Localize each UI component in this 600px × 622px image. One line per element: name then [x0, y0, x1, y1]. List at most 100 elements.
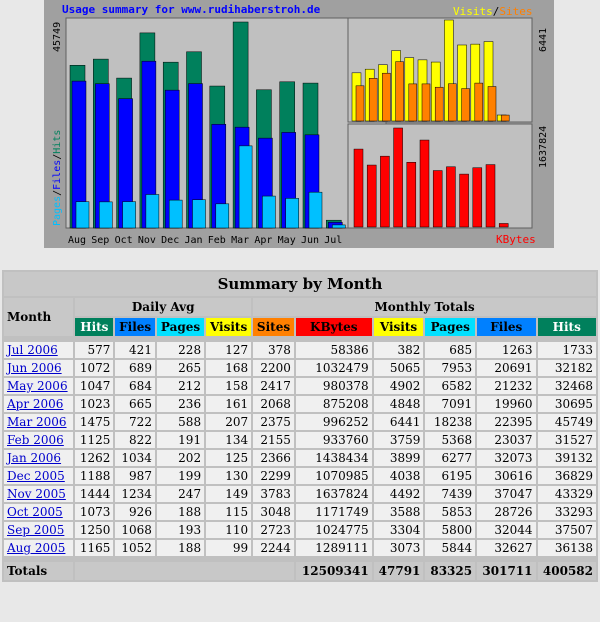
- value-cell: 1263: [477, 342, 536, 358]
- value-cell: 32468: [537, 378, 596, 394]
- bar-sites-feb: [434, 86, 444, 122]
- value-cell: 193: [156, 522, 205, 538]
- bar-kbytes-jun: [485, 164, 496, 228]
- value-cell: 2200: [253, 360, 294, 376]
- bar-pages-jun: [308, 191, 323, 229]
- bar-sites-sep: [368, 78, 378, 122]
- bar-sites-nov: [395, 61, 404, 122]
- value-cell: 212: [156, 378, 205, 394]
- value-cell: 3588: [373, 504, 424, 520]
- month-link[interactable]: May 2006: [7, 379, 68, 393]
- column-header-pages-2: Pages: [156, 318, 205, 336]
- totals-pages: 83325: [425, 562, 476, 580]
- x-tick-label-dec: Dec: [161, 235, 179, 246]
- month-link[interactable]: Feb 2006: [7, 433, 64, 447]
- value-cell: 1070985: [295, 468, 372, 484]
- value-cell: 2299: [253, 468, 294, 484]
- bar-pages-mar: [238, 145, 253, 229]
- value-cell: 37047: [477, 486, 536, 502]
- value-cell: 58386: [295, 342, 372, 358]
- x-tick-label-aug: Aug: [68, 235, 86, 246]
- x-tick-label-feb: Feb: [208, 235, 226, 246]
- value-cell: 127: [206, 342, 252, 358]
- month-link[interactable]: Dec 2005: [7, 469, 65, 483]
- x-tick-label-oct: Oct: [115, 235, 133, 246]
- bar-kbytes-feb: [432, 170, 443, 228]
- value-cell: 1438434: [295, 450, 372, 466]
- value-cell: 32073: [477, 450, 536, 466]
- bar-kbytes-oct: [380, 155, 390, 228]
- bar-sites-jun: [487, 86, 497, 122]
- right-top-legend: Visits/Sites: [453, 5, 533, 18]
- month-link[interactable]: Apr 2006: [7, 397, 64, 411]
- value-cell: 33293: [537, 504, 596, 520]
- right-top-axis-max-label: 6441: [538, 28, 549, 52]
- value-cell: 265: [156, 360, 205, 376]
- month-link[interactable]: Nov 2005: [7, 487, 66, 501]
- value-cell: 149: [206, 486, 252, 502]
- chart-title: Usage summary for www.rudihaberstroh.de: [62, 3, 321, 16]
- value-cell: 5368: [425, 432, 476, 448]
- value-cell: 37507: [537, 522, 596, 538]
- month-cell: Sep 2005: [4, 522, 74, 538]
- bar-pages-nov: [145, 194, 160, 229]
- right-bottom-axis-max-label: 1637824: [538, 126, 549, 168]
- value-cell: 22395: [477, 414, 536, 430]
- month-link[interactable]: Jul 2006: [7, 343, 58, 357]
- month-link[interactable]: Mar 2006: [7, 415, 67, 429]
- value-cell: 822: [115, 432, 155, 448]
- value-cell: 188: [156, 504, 205, 520]
- bar-pages-apr: [262, 195, 276, 229]
- value-cell: 5853: [425, 504, 476, 520]
- bar-pages-jul: [332, 224, 346, 229]
- month-cell: Feb 2006: [4, 432, 74, 448]
- value-cell: 110: [206, 522, 252, 538]
- value-cell: 1032479: [295, 360, 372, 376]
- value-cell: 168: [206, 360, 252, 376]
- value-cell: 1073: [75, 504, 114, 520]
- value-cell: 20691: [477, 360, 536, 376]
- value-cell: 382: [373, 342, 424, 358]
- legend-kbytes: KBytes: [496, 233, 536, 246]
- month-cell: Dec 2005: [4, 468, 74, 484]
- value-cell: 722: [115, 414, 155, 430]
- value-cell: 3783: [253, 486, 294, 502]
- month-link[interactable]: Oct 2005: [7, 505, 63, 519]
- bar-sites-apr: [461, 88, 470, 122]
- bar-pages-jan: [192, 199, 206, 229]
- bar-pages-dec: [168, 199, 183, 229]
- month-link[interactable]: Aug 2005: [7, 541, 66, 555]
- value-cell: 99: [206, 540, 252, 556]
- value-cell: 933760: [295, 432, 372, 448]
- value-cell: 21232: [477, 378, 536, 394]
- x-tick-label-nov: Nov: [138, 235, 156, 246]
- month-link[interactable]: Jan 2006: [7, 451, 62, 465]
- bar-sites-may: [474, 82, 484, 122]
- month-cell: May 2006: [4, 378, 74, 394]
- month-cell: Jul 2006: [4, 342, 74, 358]
- value-cell: 7091: [425, 396, 476, 412]
- value-cell: 378: [253, 342, 294, 358]
- totals-row: Totals 12509341 47791 83325 301711 40058…: [4, 562, 596, 580]
- value-cell: 5844: [425, 540, 476, 556]
- month-link[interactable]: Jun 2006: [7, 361, 62, 375]
- month-cell: Jun 2006: [4, 360, 74, 376]
- table-row: Mar 2006 1475 722 588 207 2375 996252 6441 18238…: [4, 414, 596, 430]
- month-link[interactable]: Sep 2005: [7, 523, 65, 537]
- table-row: Feb 2006 1125 822 191 134 2155 933760 3759 5368 2…: [4, 432, 596, 448]
- value-cell: 36829: [537, 468, 596, 484]
- bar-sites-dec: [408, 83, 418, 122]
- bar-kbytes-nov: [393, 127, 403, 228]
- value-cell: 125: [206, 450, 252, 466]
- value-cell: 1034: [115, 450, 155, 466]
- legend-hits: Hits: [52, 130, 63, 154]
- value-cell: 1289111: [295, 540, 372, 556]
- table-row: Sep 2005 1250 1068 193 110 2723 1024775 3304 580…: [4, 522, 596, 538]
- bar-sites-aug: [355, 85, 365, 122]
- table-row: Nov 2005 1444 1234 247 149 3783 1637824 4492 743…: [4, 486, 596, 502]
- value-cell: 2723: [253, 522, 294, 538]
- value-cell: 188: [156, 540, 205, 556]
- bar-kbytes-sep: [366, 164, 377, 228]
- month-cell: Aug 2005: [4, 540, 74, 556]
- value-cell: 5065: [373, 360, 424, 376]
